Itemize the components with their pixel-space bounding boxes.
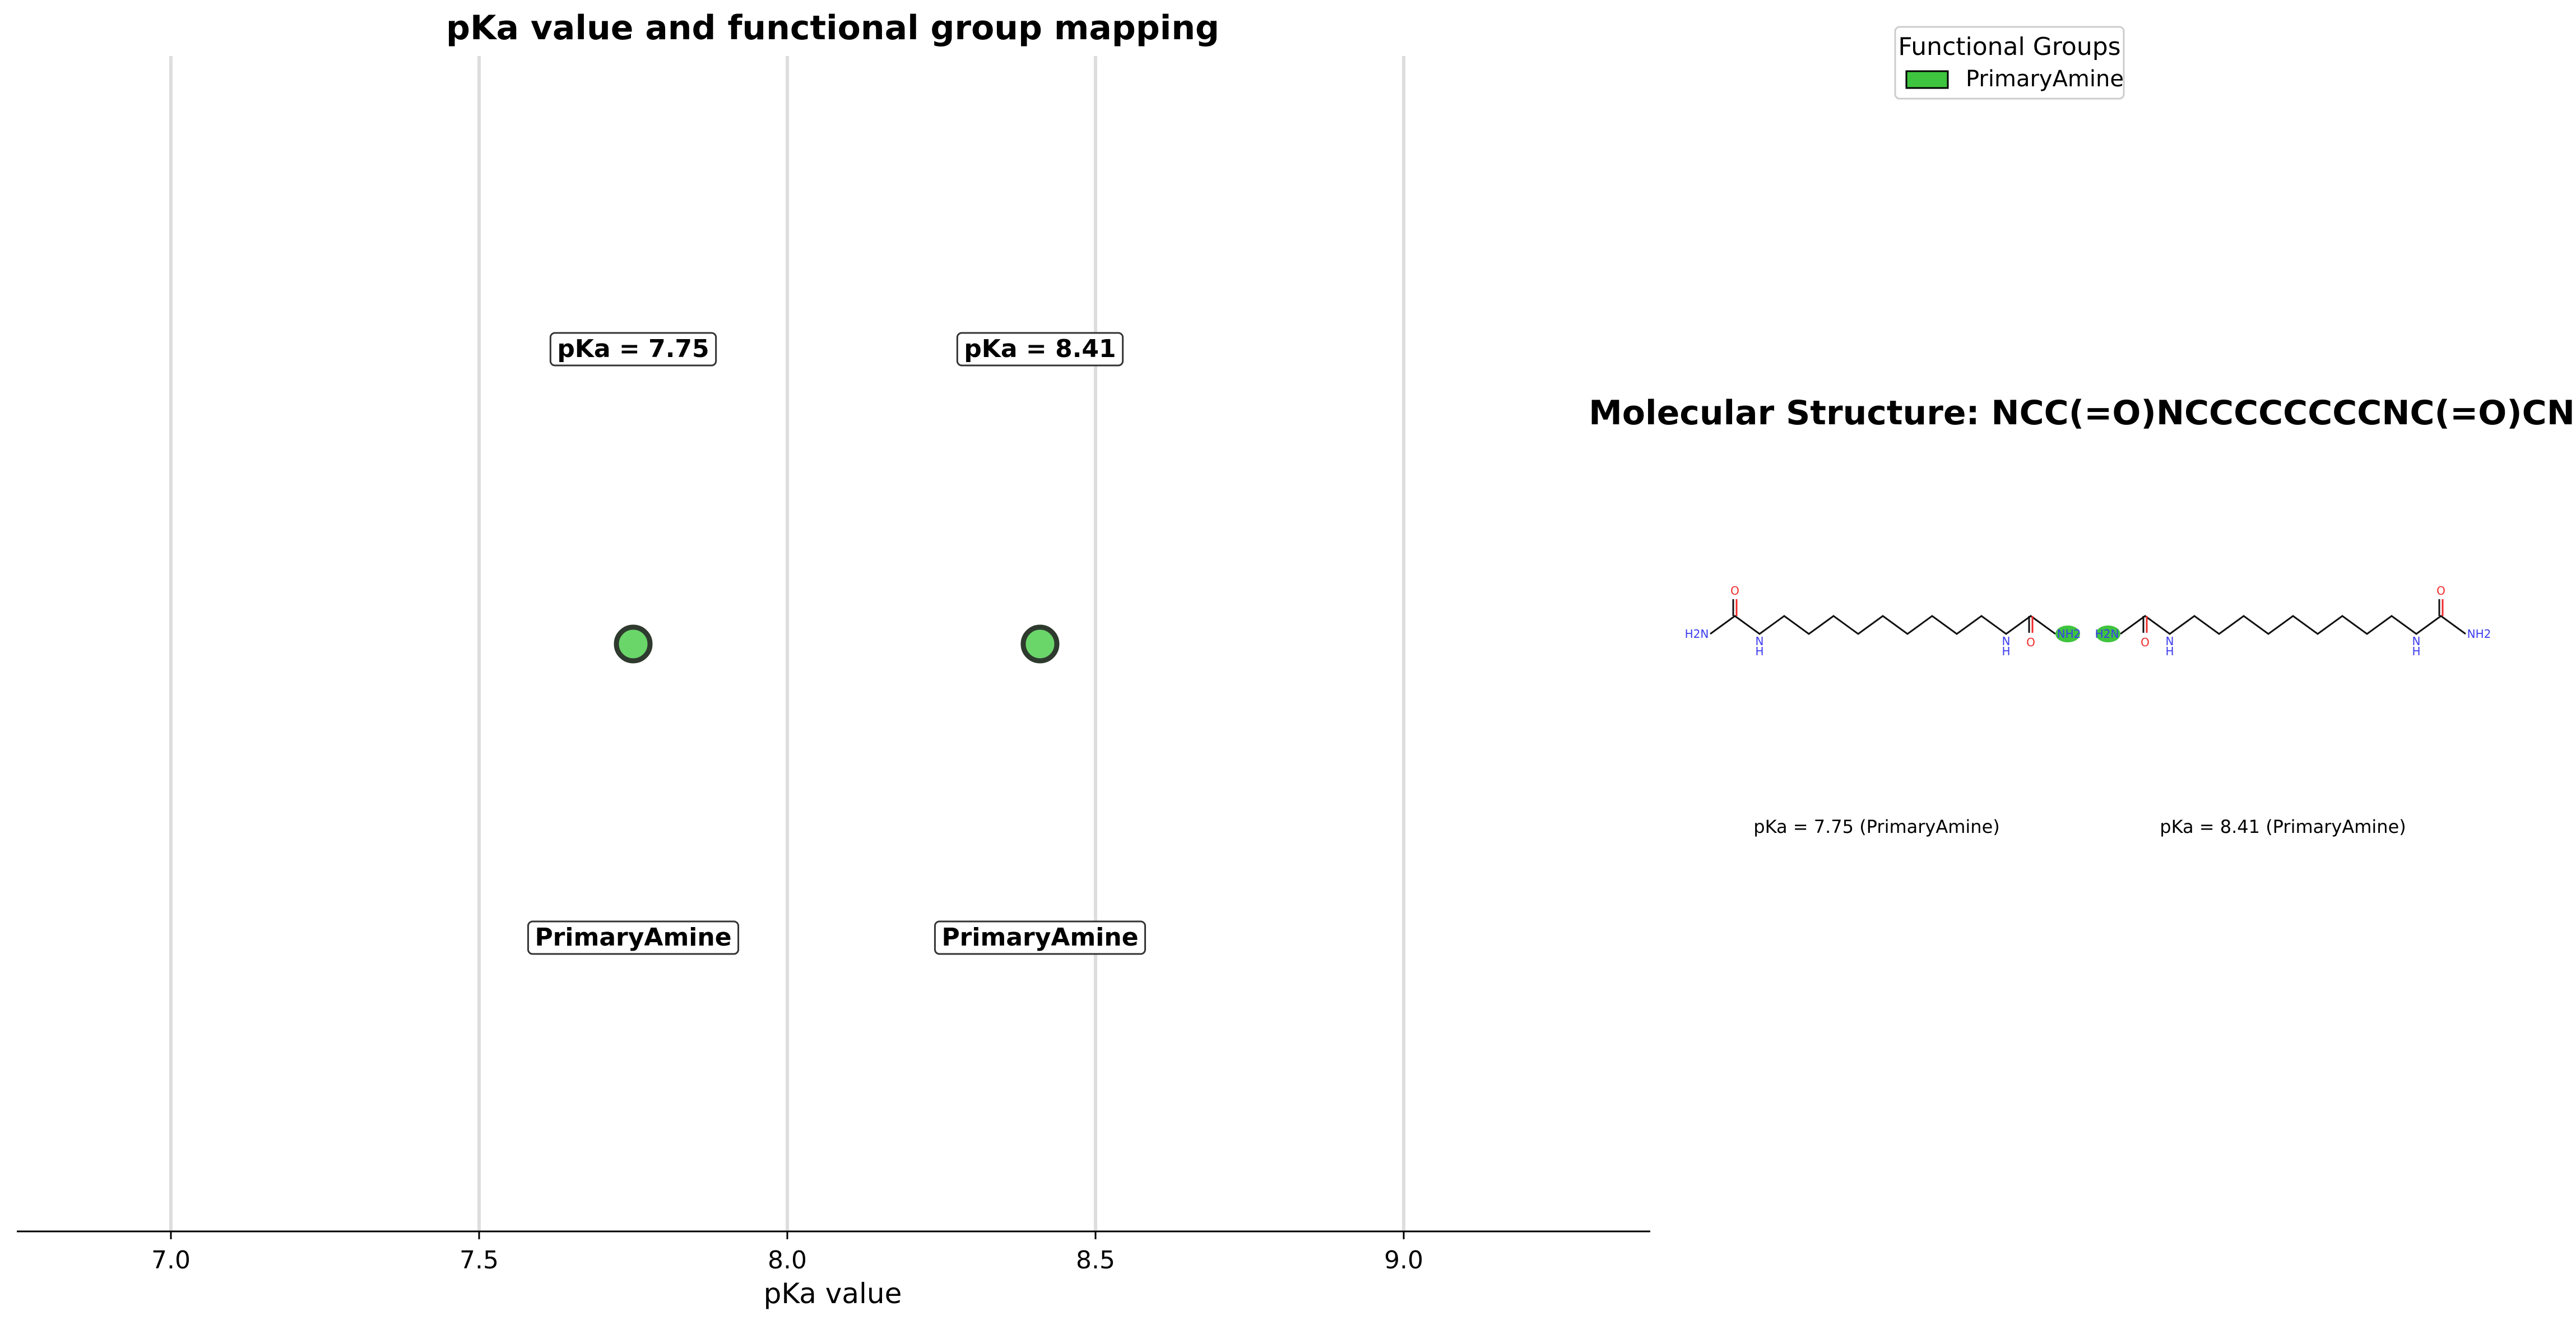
- molecule-backbone: [2120, 615, 2466, 635]
- chart-title: pKa value and functional group mapping: [446, 8, 1219, 48]
- amide-nitrogen-label: N: [2166, 634, 2174, 648]
- pka-annotation-box: [549, 332, 717, 367]
- pka-annotation: pKa = 8.41: [964, 335, 1116, 363]
- legend-title: Functional Groups: [1898, 33, 2120, 61]
- legend-frame: [1894, 26, 2125, 100]
- plot-area: 7.0 7.5 8.0 8.5 9.0 pKa = 7.75 PrimaryAmine pKa…: [17, 56, 1650, 1275]
- molecule-panel-title: Molecular Structure: NCC(=O)NCCCCCCCCNC(…: [1589, 393, 2575, 433]
- group-annotation-box: [934, 920, 1147, 955]
- molecule-backbone: [1710, 615, 2056, 635]
- amide-nitrogen-label: N: [2002, 634, 2011, 648]
- data-point: [1020, 624, 1060, 664]
- amide-nitrogen-label: N: [2412, 634, 2421, 648]
- amide-nitrogen-label: N: [1756, 634, 1764, 648]
- x-tick-label: 7.0: [151, 1246, 191, 1275]
- oxygen-atom: O: [2141, 636, 2150, 649]
- amine-highlight: [2055, 626, 2080, 642]
- x-tick-label: 9.0: [1384, 1246, 1423, 1275]
- data-point: [614, 624, 653, 664]
- group-annotation-box: [527, 920, 740, 955]
- group-annotation: PrimaryAmine: [535, 923, 731, 952]
- group-annotation: PrimaryAmine: [941, 923, 1138, 952]
- amine-highlight: [2096, 626, 2120, 642]
- molecule-caption-2: pKa = 8.41 (PrimaryAmine): [2160, 816, 2406, 837]
- molecule-caption-1: pKa = 7.75 (PrimaryAmine): [1753, 816, 1999, 837]
- legend-swatch-primaryamine: [1905, 70, 1949, 89]
- amide-hydrogen-label: H: [2412, 645, 2420, 658]
- legend: Functional Groups PrimaryAmine: [1894, 26, 2125, 100]
- x-tick-label: 7.5: [459, 1246, 499, 1275]
- x-tick-label: 8.5: [1076, 1246, 1115, 1275]
- amide-hydrogen-label: H: [1755, 645, 1763, 658]
- amide-hydrogen-label: H: [2165, 645, 2174, 658]
- oxygen-atom: O: [2026, 636, 2035, 649]
- amine-label: NH2: [2467, 627, 2491, 641]
- amide-hydrogen-label: H: [2002, 645, 2010, 658]
- oxygen-atom: O: [2436, 584, 2445, 597]
- amine-label: H2N: [2095, 627, 2119, 641]
- x-axis-label: pKa value: [764, 1277, 902, 1310]
- legend-label-primaryamine: PrimaryAmine: [1966, 66, 2124, 92]
- amine-label: H2N: [1685, 627, 1709, 641]
- pka-annotation: pKa = 7.75: [557, 335, 709, 363]
- amine-label: NH2: [2057, 627, 2081, 641]
- x-tick-label: 8.0: [768, 1246, 807, 1275]
- oxygen-atom: O: [1730, 584, 1739, 597]
- pka-annotation-box: [956, 332, 1124, 367]
